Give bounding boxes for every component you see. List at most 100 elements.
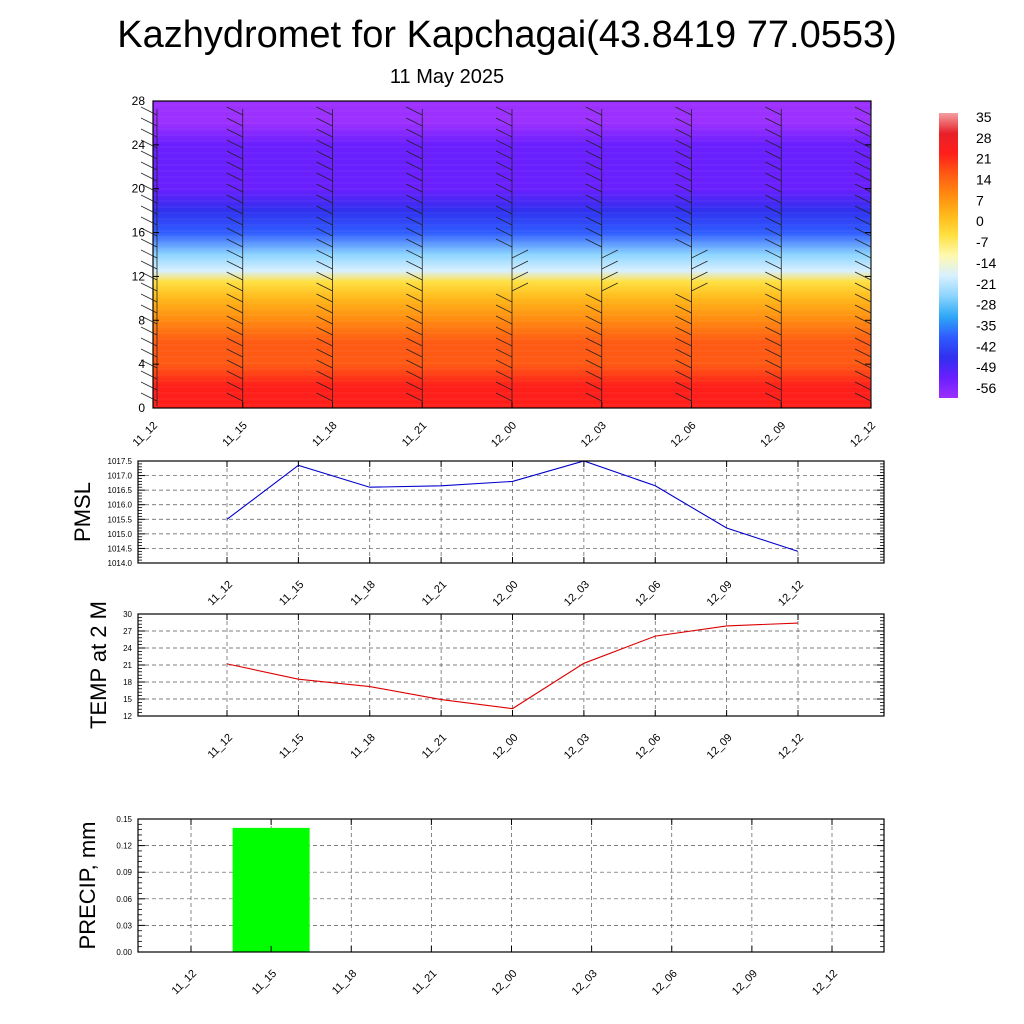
wind-barb-flag [316, 150, 333, 160]
x-tick-label: 12_12 [776, 579, 806, 609]
wind-barb-flag [765, 139, 782, 149]
wind-barb-flag [675, 117, 692, 127]
wind-barb-flag [226, 370, 243, 380]
wind-barb-flag [140, 293, 158, 303]
wind-barb-flag [675, 304, 692, 314]
wind-barb-flag [226, 381, 243, 391]
wind-barb-flag [140, 161, 158, 171]
wind-barb-flag [140, 205, 158, 215]
wind-barb-flag [675, 106, 692, 116]
wind-barb-flag [854, 359, 872, 369]
wind-barb-flag [406, 238, 423, 248]
wind-barb-flag [765, 282, 782, 292]
x-tick-label: 11_18 [310, 420, 340, 450]
x-tick-label: 11_15 [277, 579, 307, 609]
temp-ylabel: TEMP at 2 M [86, 601, 111, 729]
wind-barb-flag [406, 128, 423, 138]
wind-barb-flag [511, 282, 529, 292]
wind-barb-flag [675, 172, 692, 182]
wind-barb-flag [406, 326, 423, 336]
wind-barb-flag [495, 304, 513, 314]
wind-barb-flag [601, 249, 618, 259]
wind-barb-flag [406, 337, 423, 347]
colorbar-label: -21 [976, 276, 996, 292]
y-tick-label: 12 [123, 712, 132, 721]
wind-barb-flag [675, 227, 692, 237]
wind-barb-flag [495, 161, 513, 171]
wind-barb-flag [495, 216, 513, 226]
precip-panel: 0.00 0.03 0.06 0.09 0.12 0.15 11_12 11_15 11_18 1… [75, 815, 885, 998]
colorbar-label: -49 [976, 359, 996, 375]
temp-panel: 12 15 18 21 24 27 30 11_12 11_15 11_18 11_21 12_00 1… [86, 601, 885, 762]
wind-barb-flag [675, 359, 692, 369]
wind-barb-flag [226, 260, 243, 270]
wind-barb-flag [854, 348, 872, 358]
wind-barb-column [495, 106, 529, 406]
wind-barb-flag [140, 216, 158, 226]
y-tick-label: 0.03 [116, 921, 132, 930]
wind-barb-flag [675, 150, 692, 160]
wind-barb-flag [140, 304, 158, 314]
wind-barb-flag [511, 249, 529, 259]
wind-barb-flag [691, 271, 708, 281]
wind-barb-flag [226, 348, 243, 358]
wind-barb-flag [226, 205, 243, 215]
y-tick-label: 0.00 [116, 948, 132, 957]
x-tick-label: 11_15 [250, 968, 280, 998]
wind-barb-flag [765, 370, 782, 380]
wind-barb-flag [406, 249, 423, 259]
wind-barb-flag [140, 106, 158, 116]
wind-barb-flag [316, 315, 333, 325]
wind-barb-flag [854, 282, 872, 292]
wind-barb-flag [585, 117, 602, 127]
wind-barb-flag [406, 150, 423, 160]
wind-barb-column [140, 106, 158, 406]
wind-barb-flag [675, 205, 692, 215]
wind-barb-flag [675, 370, 692, 380]
x-tick-label: 12_03 [562, 732, 592, 762]
colorbar-label: -56 [976, 380, 996, 396]
x-tick-label: 11_21 [420, 732, 450, 762]
colorbar: 35 28 21 14 7 0 -7 -14 -21 -28 -35 -42 -49 -56 [939, 109, 996, 398]
wind-barb-flag [406, 194, 423, 204]
wind-barb-flag [140, 249, 158, 259]
wind-barb-flag [675, 326, 692, 336]
wind-barb-flag [765, 194, 782, 204]
wind-barb-flag [226, 161, 243, 171]
wind-barb-flag [406, 348, 423, 358]
x-tick-label: 12_06 [633, 579, 663, 609]
wind-barb-flag [585, 216, 602, 226]
wind-barb-flag [585, 128, 602, 138]
wind-barb-flag [226, 293, 243, 303]
wind-barb-flag [226, 194, 243, 204]
wind-barb-flag [854, 370, 872, 380]
wind-barb-flag [495, 205, 513, 215]
wind-barb-flag [406, 381, 423, 391]
wind-barb-flag [226, 326, 243, 336]
wind-barb-flag [226, 227, 243, 237]
wind-barb-flag [585, 150, 602, 160]
x-tick-label: 11_15 [277, 732, 307, 762]
wind-barb-flag [495, 128, 513, 138]
wind-barb-flag [691, 260, 708, 270]
wind-barb-flag [854, 315, 872, 325]
wind-barb-flag [765, 128, 782, 138]
wind-barb-flag [765, 205, 782, 215]
y-tick-label: 30 [123, 610, 132, 619]
colorbar-ramp [939, 113, 958, 398]
wind-barb-flag [226, 183, 243, 193]
wind-barb-flag [495, 293, 513, 303]
wind-barb-flag [140, 370, 158, 380]
pmsl-ylabel: PMSL [70, 482, 95, 542]
wind-barb-flag [316, 227, 333, 237]
wind-barb-flag [140, 392, 158, 402]
wind-barb-flag [765, 238, 782, 248]
y-tick-label: 18 [123, 678, 132, 687]
wind-barb-flag [675, 139, 692, 149]
wind-barb-flag [585, 370, 602, 380]
wind-barb-flag [226, 216, 243, 226]
chart-title: Kazhydromet for Kapchagai(43.8419 77.055… [117, 14, 897, 56]
wind-barb-flag [316, 293, 333, 303]
wind-barb-flag [140, 172, 158, 182]
wind-barb-flag [495, 150, 513, 160]
